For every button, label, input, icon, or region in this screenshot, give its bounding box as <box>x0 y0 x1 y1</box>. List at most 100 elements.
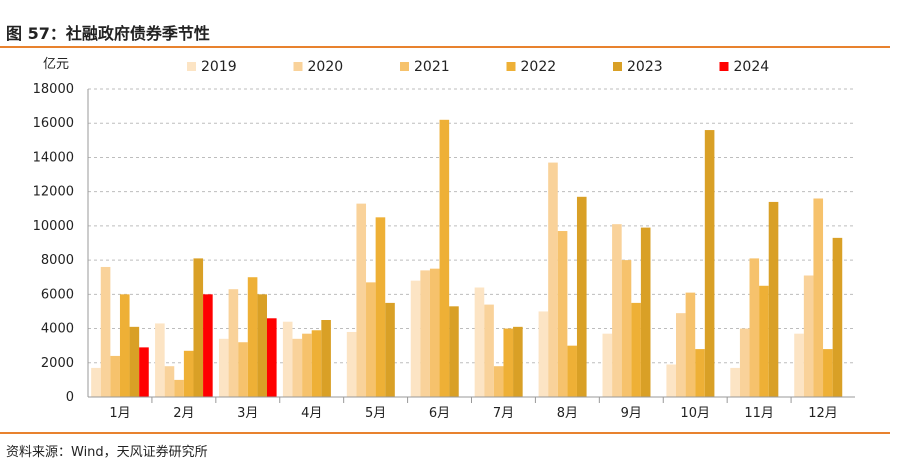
x-tick-label: 11月 <box>744 406 774 421</box>
legend-swatch-2022 <box>506 62 516 71</box>
bar-2020-10 <box>676 313 686 397</box>
x-tick-label: 3月 <box>237 406 258 421</box>
bar-2019-12 <box>794 333 804 397</box>
grid-lines <box>88 88 855 364</box>
bar-2024-3 <box>266 318 277 397</box>
x-tick-label: 4月 <box>301 406 322 421</box>
chart-figure-title: 图 57：社融政府债券季节性 <box>6 24 210 43</box>
x-tick-label: 8月 <box>557 406 578 421</box>
x-tick-label: 6月 <box>429 406 450 421</box>
legend-swatch-2024 <box>719 62 729 71</box>
bar-2022-9 <box>631 302 641 397</box>
y-tick-label: 10000 <box>33 219 74 234</box>
bar-chart: 0 2000 4000 6000 8000 10000 12000 14000 16000 180… <box>33 57 855 421</box>
bar-2023-12 <box>832 237 843 397</box>
axes: 0 2000 4000 6000 8000 10000 12000 14000 16000 180… <box>33 82 855 421</box>
bar-2019-5 <box>346 331 357 397</box>
bar-2023-9 <box>640 227 651 397</box>
bar-2023-3 <box>257 294 267 397</box>
bar-2023-5 <box>385 302 395 397</box>
bar-2022-3 <box>247 277 258 397</box>
y-tick-label: 16000 <box>33 116 74 131</box>
y-tick-label: 18000 <box>33 82 74 97</box>
y-tick-label: 14000 <box>33 150 74 165</box>
bar-2021-1 <box>110 355 120 397</box>
legend: 2019 2020 2021 2022 2023 2024 <box>187 59 769 75</box>
legend-label-2024: 2024 <box>734 59 770 75</box>
bar-2020-1 <box>100 266 111 397</box>
x-tick-label: 7月 <box>493 406 514 421</box>
bar-2021-7 <box>493 366 504 397</box>
title-divider <box>0 46 890 48</box>
bar-2021-10 <box>685 292 696 397</box>
bar-2023-4 <box>321 320 331 397</box>
bar-2019-7 <box>474 287 485 397</box>
bar-2020-4 <box>292 338 303 397</box>
y-tick-label: 0 <box>66 390 74 405</box>
legend-label-2021: 2021 <box>414 59 450 75</box>
bar-2021-11 <box>749 258 760 397</box>
bar-2020-9 <box>612 224 622 397</box>
legend-swatch-2020 <box>293 62 303 71</box>
bar-2022-11 <box>759 285 769 397</box>
bar-2021-3 <box>238 342 248 397</box>
source-note: 资料来源：Wind，天风证券研究所 <box>6 445 208 460</box>
bar-2023-2 <box>193 258 204 397</box>
bar-2020-3 <box>228 289 239 397</box>
bar-2019-8 <box>538 311 549 397</box>
bar-2021-2 <box>174 379 184 397</box>
bar-2021-6 <box>429 268 440 397</box>
bar-2019-3 <box>218 338 229 397</box>
y-tick-label: 4000 <box>41 322 74 337</box>
bar-2021-8 <box>557 231 568 397</box>
bar-2021-4 <box>302 333 312 397</box>
x-tick-label: 12月 <box>808 406 838 421</box>
bar-2022-4 <box>311 330 322 397</box>
x-tick-label: 2月 <box>173 406 194 421</box>
bar-2019-4 <box>282 321 293 397</box>
bars <box>91 119 843 398</box>
bar-2023-8 <box>576 196 587 397</box>
bar-2019-1 <box>91 367 101 397</box>
bar-2023-1 <box>129 326 140 397</box>
bar-2020-12 <box>803 275 814 397</box>
bar-2019-9 <box>602 333 613 397</box>
x-tick-label: 1月 <box>109 406 130 421</box>
bar-2022-1 <box>119 294 130 397</box>
legend-label-2023: 2023 <box>627 59 663 75</box>
bar-2022-8 <box>567 345 577 397</box>
bar-2024-1 <box>139 347 149 397</box>
x-tick-label: 5月 <box>365 406 386 421</box>
bar-2019-11 <box>730 367 740 397</box>
bar-2022-7 <box>503 328 514 397</box>
y-tick-label: 12000 <box>33 185 74 200</box>
legend-swatch-2021 <box>400 62 409 71</box>
bar-2022-2 <box>183 350 194 397</box>
bar-2022-10 <box>695 349 705 397</box>
bar-2020-11 <box>739 328 750 397</box>
x-tick-label: 10月 <box>680 406 710 421</box>
x-tick-label: 9月 <box>621 406 642 421</box>
legend-label-2022: 2022 <box>521 59 557 75</box>
bar-2019-2 <box>155 323 165 397</box>
bar-2021-5 <box>366 282 376 397</box>
bar-2021-12 <box>813 198 824 397</box>
bar-2022-12 <box>823 349 833 397</box>
bar-2021-9 <box>621 260 632 397</box>
bar-2020-7 <box>484 304 494 397</box>
bar-2020-8 <box>548 162 558 397</box>
legend-swatch-2019 <box>187 62 196 71</box>
bar-2023-10 <box>704 130 715 397</box>
bar-2020-5 <box>356 203 367 397</box>
bar-2019-6 <box>410 280 421 397</box>
legend-label-2019: 2019 <box>201 59 237 75</box>
bar-2020-2 <box>164 366 175 397</box>
bar-2023-7 <box>513 326 523 397</box>
bar-2019-10 <box>666 364 677 397</box>
y-tick-label: 8000 <box>41 253 74 268</box>
legend-label-2020: 2020 <box>308 59 344 75</box>
bar-2023-6 <box>449 306 459 397</box>
bar-2020-6 <box>420 270 430 397</box>
y-tick-label: 2000 <box>41 356 74 371</box>
y-tick-label: 6000 <box>41 287 74 302</box>
